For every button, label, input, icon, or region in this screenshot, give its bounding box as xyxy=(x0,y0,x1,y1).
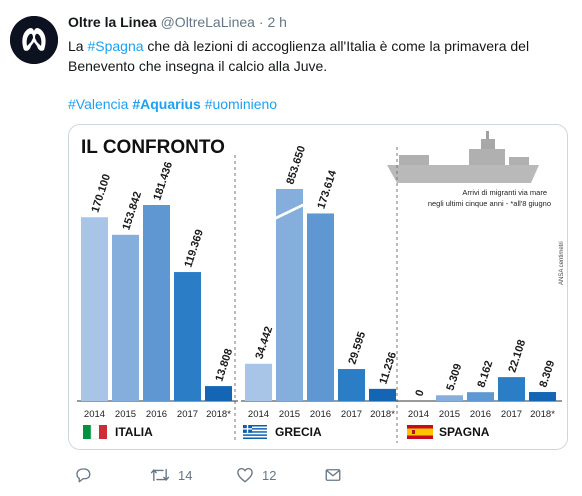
like-count: 12 xyxy=(262,467,277,483)
retweet-icon xyxy=(150,468,170,482)
year-label: 2017 xyxy=(501,409,522,420)
spagna-bar-2015 xyxy=(436,395,463,401)
country-label-italia: ITALIA xyxy=(115,425,153,439)
greece-flag-icon xyxy=(243,425,267,440)
year-label: 2018* xyxy=(206,409,231,420)
spain-flag-icon xyxy=(407,425,433,439)
spagna-bar-2017 xyxy=(498,377,525,401)
direct-message-button[interactable] xyxy=(324,466,342,484)
grecia-bar-2015 xyxy=(276,189,303,401)
avatar[interactable] xyxy=(10,16,58,64)
year-label: 2014 xyxy=(248,409,269,420)
chart-subtitle-line2: negli ultimi cinque anni - *all'8 giugno xyxy=(428,199,551,208)
tweet-actions: 14 12 xyxy=(68,466,568,488)
heart-icon xyxy=(237,467,253,483)
chart-credit: ANSA centimetri xyxy=(559,241,565,285)
hashtag-aquarius[interactable]: #Aquarius xyxy=(132,96,201,112)
avatar-logo-icon xyxy=(10,16,58,64)
infographic-chart: IL CONFRONTO Arrivi di migranti via mare… xyxy=(69,125,567,449)
grecia-bar-2014 xyxy=(245,363,272,401)
hashtag-valencia[interactable]: #Valencia xyxy=(68,96,129,112)
spagna-value-label: 0 xyxy=(413,388,426,398)
year-label: 2018* xyxy=(370,409,395,420)
reply-button[interactable] xyxy=(74,466,100,484)
text-part-1: La xyxy=(68,38,88,54)
ship-icon xyxy=(387,131,539,443)
hashtag-spagna[interactable]: #Spagna xyxy=(87,38,144,54)
author-name[interactable]: Oltre la Linea xyxy=(68,14,157,30)
italia-bar-2016 xyxy=(143,205,170,401)
tweet-header: Oltre la Linea @OltreLaLinea · 2 h xyxy=(68,14,287,30)
year-label: 2014 xyxy=(84,409,105,420)
spagna-bar-2016 xyxy=(467,392,494,401)
reply-icon xyxy=(76,468,91,483)
italia-bar-2015 xyxy=(112,234,139,401)
header-separator: · xyxy=(258,14,264,30)
year-label: 2016 xyxy=(310,409,331,420)
text-part-2: che dà lezioni di accoglienza all'Italia… xyxy=(68,38,530,74)
chart-subtitle-line1: Arrivi di migranti via mare xyxy=(462,188,547,197)
like-button[interactable]: 12 xyxy=(236,466,276,484)
year-label: 2015 xyxy=(115,409,136,420)
envelope-icon xyxy=(325,469,341,481)
year-label: 2014 xyxy=(408,409,429,420)
hashtag-uominieno[interactable]: #uominieno xyxy=(204,96,278,112)
grecia-bar-2017 xyxy=(338,369,365,401)
spagna-bar-2018 xyxy=(529,392,556,401)
italia-bar-2018 xyxy=(205,386,232,401)
chart-title: IL CONFRONTO xyxy=(81,137,225,158)
italia-bar-2017 xyxy=(174,272,201,401)
italy-flag-icon xyxy=(83,424,107,440)
country-label-grecia: GRECIA xyxy=(275,425,322,439)
tweet-media-card[interactable]: IL CONFRONTO Arrivi di migranti via mare… xyxy=(68,124,568,450)
year-label: 2015 xyxy=(439,409,460,420)
country-label-spagna: SPAGNA xyxy=(439,425,490,439)
tweet-text: La #Spagna che dà lezioni di accoglienza… xyxy=(68,36,568,76)
grecia-bar-2018 xyxy=(369,388,396,401)
year-label: 2017 xyxy=(341,409,362,420)
tweet-timestamp[interactable]: 2 h xyxy=(267,14,287,30)
retweet-count: 14 xyxy=(178,467,193,483)
hashtag-line: #Valencia #Aquarius #uominieno xyxy=(68,96,277,112)
year-label: 2018* xyxy=(530,409,555,420)
year-label: 2016 xyxy=(146,409,167,420)
grecia-bar-2016 xyxy=(307,213,334,401)
year-label: 2015 xyxy=(279,409,300,420)
year-label: 2017 xyxy=(177,409,198,420)
grecia-axis-break xyxy=(275,203,304,220)
year-label: 2016 xyxy=(470,409,491,420)
author-handle[interactable]: @OltreLaLinea xyxy=(160,14,255,30)
retweet-button[interactable]: 14 xyxy=(150,466,192,484)
italia-bar-2014 xyxy=(81,217,108,401)
